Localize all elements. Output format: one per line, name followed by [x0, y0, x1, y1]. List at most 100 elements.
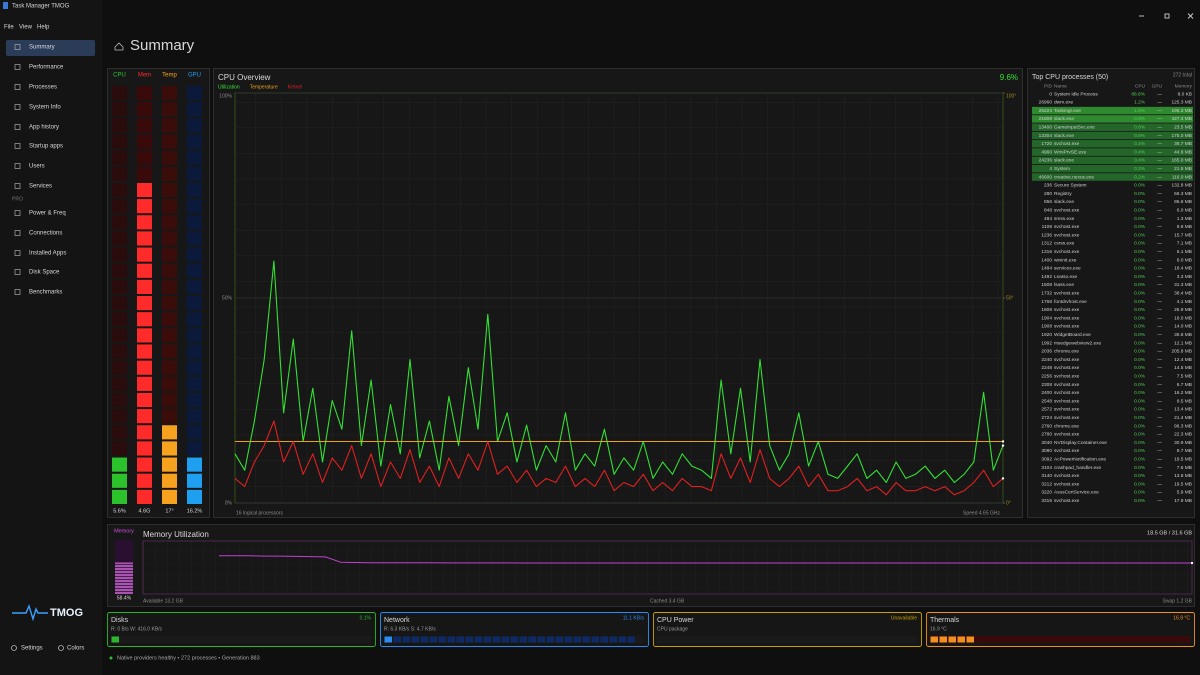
colors-button[interactable]: Colors	[67, 646, 84, 652]
process-cell[interactable]: services.exe	[1054, 266, 1081, 272]
meter-fill	[162, 425, 177, 504]
process-cell: 26960	[1039, 100, 1053, 106]
process-cell[interactable]: svchost.exe	[1054, 498, 1080, 504]
process-cell[interactable]: System Idle Process	[1054, 91, 1098, 97]
process-cell: 0.0%	[1134, 390, 1146, 396]
nav-item[interactable]: App history	[29, 125, 59, 131]
column-header[interactable]: PID	[1044, 83, 1053, 89]
nav-item[interactable]: Summary	[29, 45, 55, 51]
nav-item[interactable]: Processes	[29, 85, 57, 91]
process-cell: 0.0%	[1134, 473, 1146, 479]
nav-item[interactable]: Startup apps	[29, 144, 63, 150]
process-cell[interactable]: LsaIso.exe	[1054, 274, 1078, 280]
process-cell[interactable]: svchost.exe	[1054, 382, 1080, 388]
process-cell[interactable]: System	[1054, 166, 1070, 172]
column-header[interactable]: Name	[1054, 83, 1067, 89]
meter-fill	[112, 457, 127, 504]
column-header[interactable]: Memory	[1175, 83, 1193, 89]
nav-item[interactable]: Benchmarks	[29, 290, 62, 296]
process-cell: 0.2%	[1134, 166, 1146, 172]
meter-segment	[162, 199, 177, 214]
process-cell[interactable]: lsass.exe	[1054, 282, 1074, 288]
process-cell[interactable]: svchost.exe	[1054, 481, 1080, 487]
process-cell[interactable]: svchost.exe	[1054, 207, 1080, 213]
nav-item[interactable]: Installed Apps	[29, 251, 66, 257]
nav-icon	[14, 250, 21, 256]
process-cell: 7.6 MB	[1177, 465, 1192, 471]
memory-meter-label: Memory	[114, 528, 134, 534]
process-cell[interactable]: svchost.exe	[1054, 290, 1080, 296]
settings-button[interactable]: Settings	[21, 646, 43, 652]
meter-segment	[112, 344, 127, 359]
memory-footer: Available 13.2 GB	[143, 598, 184, 604]
close-button[interactable]	[1187, 13, 1194, 19]
nav-item[interactable]: Services	[29, 184, 52, 190]
process-cell[interactable]: slack.exe	[1054, 116, 1074, 122]
process-cell[interactable]: svchost.exe	[1054, 141, 1080, 147]
process-cell[interactable]: Secure System	[1054, 183, 1087, 189]
meter-lit-segment	[137, 182, 152, 198]
nav-item[interactable]: System Info	[29, 105, 61, 111]
process-cell: 25.9 MB	[1174, 307, 1192, 313]
process-cell[interactable]: wininit.exe	[1054, 257, 1077, 263]
process-cell: 0.0%	[1134, 257, 1146, 263]
process-cell: —	[1157, 291, 1162, 296]
process-cell[interactable]: svchost.exe	[1054, 373, 1080, 379]
column-header[interactable]: CPU	[1135, 83, 1146, 89]
process-cell[interactable]: crashpad_handler.exe	[1054, 465, 1102, 471]
process-cell: 1920	[1041, 332, 1052, 338]
process-cell[interactable]: chrome.exe	[1054, 423, 1079, 429]
process-cell[interactable]: csrss.exe	[1054, 241, 1075, 247]
process-cell: 3080	[1041, 448, 1052, 454]
process-cell[interactable]: slack.exe	[1054, 199, 1074, 205]
process-cell[interactable]: GameInputSvc.exe	[1054, 124, 1095, 130]
process-cell: 0.0%	[1134, 440, 1146, 446]
nav-item[interactable]: Connections	[29, 231, 62, 237]
meter-segment	[187, 182, 202, 198]
process-cell[interactable]: WidgetBoard.exe	[1054, 332, 1091, 338]
menu-item[interactable]: View	[19, 25, 33, 31]
process-cell[interactable]: Taskmgr.exe	[1054, 108, 1081, 114]
process-cell[interactable]: svchost.exe	[1054, 232, 1080, 238]
nav-item[interactable]: Users	[29, 164, 45, 170]
process-cell[interactable]: svchost.exe	[1054, 315, 1080, 321]
process-cell[interactable]: svchost.exe	[1054, 448, 1080, 454]
process-cell[interactable]: svchost.exe	[1054, 415, 1080, 421]
process-cell[interactable]: svchost.exe	[1054, 324, 1080, 330]
process-cell[interactable]: AcPowerNotification.exe	[1054, 456, 1106, 462]
process-cell[interactable]: svchost.exe	[1054, 307, 1080, 313]
menu-item[interactable]: File	[4, 25, 14, 31]
process-cell[interactable]: WmiPrvSE.exe	[1054, 149, 1087, 155]
process-cell[interactable]: svchost.exe	[1054, 390, 1080, 396]
process-cell[interactable]: svchost.exe	[1054, 398, 1080, 404]
meter-segment	[187, 344, 202, 359]
process-cell[interactable]: svchost.exe	[1054, 407, 1080, 413]
menu-item[interactable]: Help	[37, 25, 50, 31]
nav-item[interactable]: Power & Freq	[29, 211, 66, 217]
card-bar-fill	[930, 636, 974, 643]
process-cell[interactable]: svchost.exe	[1054, 432, 1080, 438]
process-cell[interactable]: fontdrvhost.exe	[1054, 299, 1087, 305]
process-cell[interactable]: svchost.exe	[1054, 224, 1080, 230]
process-cell[interactable]: creative.nexus.exe	[1054, 174, 1094, 180]
process-cell[interactable]: svchost.exe	[1054, 473, 1080, 479]
process-cell[interactable]: NVDisplay.Container.exe	[1054, 440, 1107, 446]
nav-item[interactable]: Disk Space	[29, 270, 60, 276]
card-segment	[393, 636, 401, 643]
process-cell[interactable]: Registry	[1054, 191, 1072, 197]
process-cell[interactable]: chrome.exe	[1054, 349, 1079, 355]
nav-item[interactable]: Performance	[29, 65, 64, 71]
process-cell[interactable]: slack.exe	[1054, 133, 1074, 139]
process-cell[interactable]: slack.exe	[1054, 158, 1074, 164]
process-cell[interactable]: dwm.exe	[1054, 100, 1074, 106]
maximize-button[interactable]	[1164, 13, 1170, 19]
column-header[interactable]: GPU	[1152, 83, 1163, 89]
process-cell: 4960	[1041, 149, 1052, 155]
process-cell[interactable]: smss.exe	[1054, 217, 1075, 222]
process-cell[interactable]: svchost.exe	[1054, 249, 1080, 255]
process-cell[interactable]: msedgewebview2.exe	[1054, 340, 1102, 346]
process-cell[interactable]: svchost.exe	[1054, 357, 1080, 363]
process-cell[interactable]: AsusCertService.exe	[1054, 490, 1099, 496]
process-cell[interactable]: svchost.exe	[1054, 365, 1080, 371]
